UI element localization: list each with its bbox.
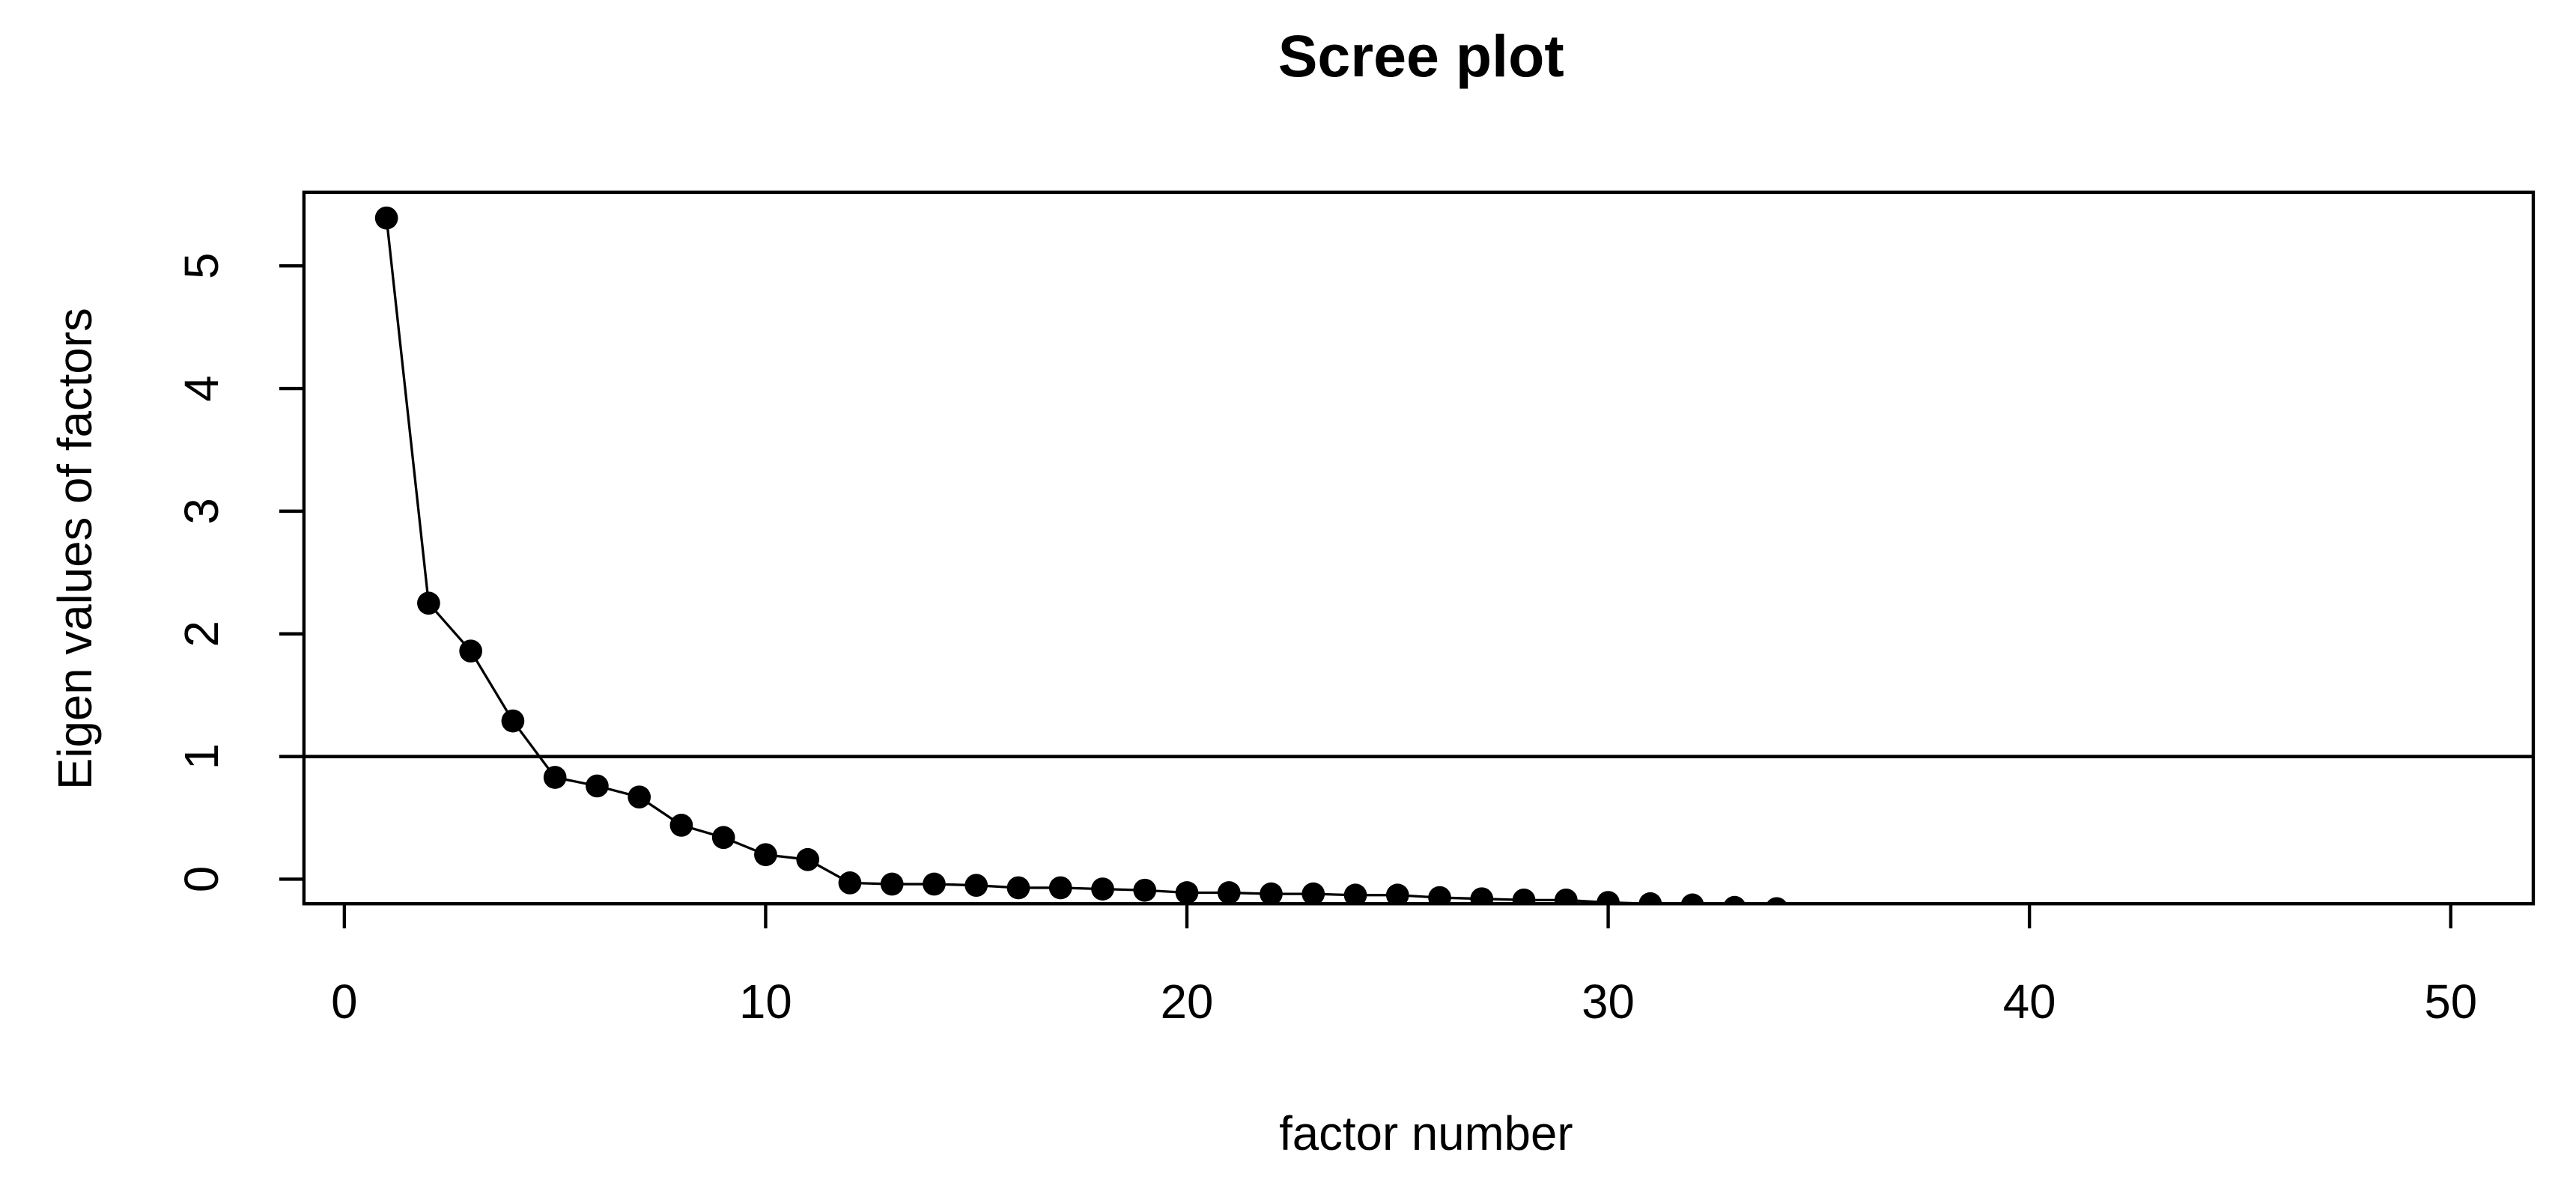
data-point [965, 874, 988, 898]
data-point [838, 871, 862, 895]
data-point [923, 872, 946, 896]
data-point [586, 774, 609, 798]
plot-frame [302, 190, 2536, 906]
data-point [1048, 876, 1072, 900]
data-point [1597, 891, 1620, 904]
data-point [1301, 882, 1325, 904]
data-point [1428, 886, 1451, 904]
x-tick-label: 20 [1161, 975, 1214, 1029]
y-tick-label: 2 [175, 621, 228, 647]
data-point [1766, 897, 1787, 904]
y-tick-label: 1 [175, 743, 228, 770]
x-tick-label: 10 [739, 975, 792, 1029]
x-tick-label: 40 [2003, 975, 2056, 1029]
chart-title: Scree plot [1278, 22, 1564, 89]
data-point [459, 639, 483, 663]
y-tick-label: 4 [175, 375, 228, 401]
y-axis-label: Eigen values of factors [49, 308, 102, 790]
data-point [1343, 883, 1367, 904]
data-point [1133, 878, 1157, 902]
data-point [628, 785, 651, 809]
y-tick-label: 3 [175, 498, 228, 524]
data-point [1385, 883, 1409, 904]
series-line [385, 218, 1693, 904]
data-point [1217, 881, 1241, 904]
data-point [1175, 881, 1199, 904]
data-point [417, 591, 440, 615]
data-point [1512, 888, 1536, 904]
data-point [1091, 877, 1114, 901]
data-point [501, 709, 525, 733]
data-point [1470, 887, 1494, 904]
x-tick-label: 50 [2424, 975, 2477, 1029]
data-point [796, 847, 820, 871]
data-point [1723, 895, 1746, 904]
x-axis-label: factor number [1279, 1107, 1573, 1160]
data-point [1638, 892, 1662, 904]
data-point [1006, 876, 1030, 900]
data-point [1554, 888, 1578, 904]
x-tick-label: 30 [1582, 975, 1635, 1029]
data-point [543, 766, 567, 789]
data-point [1260, 882, 1283, 904]
y-tick-label: 0 [175, 866, 228, 892]
x-tick-label: 0 [331, 975, 357, 1029]
data-point [374, 206, 398, 230]
plot-area [303, 206, 2533, 904]
data-point [754, 843, 777, 867]
data-point [880, 872, 904, 896]
data-point [669, 814, 693, 837]
data-point [711, 826, 735, 850]
y-tick-label: 5 [175, 252, 228, 278]
data-point [1680, 893, 1704, 904]
